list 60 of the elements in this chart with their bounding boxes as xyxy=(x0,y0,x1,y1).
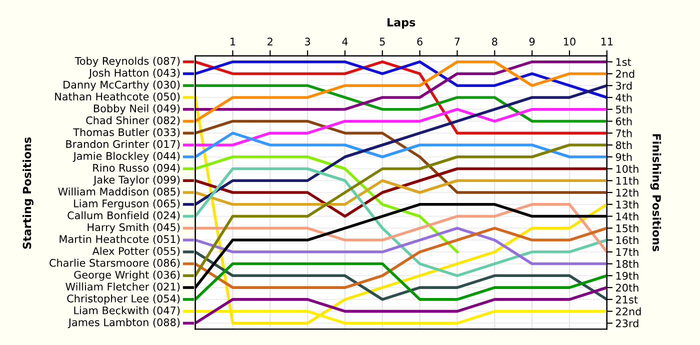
legend-label: Callum Bonfield (024) xyxy=(68,211,180,221)
x-tick-label: 1 xyxy=(230,38,236,46)
y2-tick-label: 11th xyxy=(616,176,638,185)
x-tick-label: 7 xyxy=(454,38,460,46)
y2-tick-label: 7th xyxy=(616,129,632,138)
y2-tick-label: 5th xyxy=(616,105,632,114)
x-tick-label: 11 xyxy=(601,38,613,46)
x-tick-label: 5 xyxy=(380,38,385,46)
y2-tick-label: 16th xyxy=(616,236,638,244)
y2-tick-label: 12th xyxy=(616,188,638,196)
y2-tick-label: 21st xyxy=(616,296,638,304)
y2-tick-label: 14th xyxy=(616,212,638,220)
legend-label: Liam Ferguson (065) xyxy=(74,199,180,210)
legend-label: James Lambton (088) xyxy=(68,318,180,328)
y2-tick-label: 13th xyxy=(616,200,638,208)
legend-label: Harry Smith (045) xyxy=(88,223,180,234)
y2-tick-label: 4th xyxy=(616,94,632,102)
legend-label: George Wright (036) xyxy=(74,270,180,281)
y2-tick-label: 20th xyxy=(616,284,638,292)
y2-tick-label: 3rd xyxy=(616,82,632,90)
legend-label: Charlie Starsmoore (086) xyxy=(50,258,180,268)
legend-label: Bobby Neil (049) xyxy=(94,104,180,114)
y2-tick-label: 17th xyxy=(616,248,638,256)
legend-label: Josh Hatton (043) xyxy=(88,68,180,79)
x-tick-label: 3 xyxy=(305,38,310,46)
y2-tick-label: 9th xyxy=(616,152,632,161)
legend-label: Toby Reynolds (087) xyxy=(74,56,180,67)
legend-label: William Fletcher (021) xyxy=(66,282,180,292)
y2-tick-label: 8th xyxy=(616,141,632,150)
legend-label: Christopher Lee (054) xyxy=(67,294,180,304)
legend-label: Chad Shiner (082) xyxy=(86,116,180,126)
y2-axis-title: Finishing Positions xyxy=(650,134,662,252)
legend-label: Nathan Heathcote (050) xyxy=(55,92,180,102)
x-tick-label: 4 xyxy=(342,38,348,46)
legend-label: Rino Russo (094) xyxy=(93,164,180,173)
legend-label: Danny McCarthy (030) xyxy=(64,80,180,91)
y2-tick-label: 18th xyxy=(616,260,638,268)
x-axis-title: Laps xyxy=(388,18,416,29)
x-tick-label: 6 xyxy=(417,38,422,46)
legend-label: Brandon Grinter (017) xyxy=(66,140,180,150)
y2-tick-label: 2nd xyxy=(616,70,634,78)
y2-tick-label: 15th xyxy=(616,224,638,232)
x-tick-label: 9 xyxy=(529,38,535,46)
x-tick-label: 10 xyxy=(564,38,576,46)
legend-label: Jamie Blockley (044) xyxy=(72,152,180,162)
legend-label: Liam Beckwith (047) xyxy=(74,306,180,316)
x-tick-label: 8 xyxy=(492,38,498,46)
y2-tick-label: 10th xyxy=(616,164,638,173)
y2-tick-label: 1st xyxy=(616,58,632,66)
y2-tick-label: 23rd xyxy=(616,319,638,328)
legend-label: William Maddison (085) xyxy=(58,187,180,197)
y2-tick-label: 22nd xyxy=(616,307,641,316)
text: Starting Positions xyxy=(22,137,34,249)
x-tick-label: 2 xyxy=(268,38,272,46)
legend-label: Thomas Butler (033) xyxy=(73,128,180,138)
legend-label: Martin Heathcote (051) xyxy=(60,234,180,244)
y2-tick-label: 19th xyxy=(616,272,638,280)
legend-label: Jake Taylor (099) xyxy=(93,176,180,186)
y2-tick-label: 6th xyxy=(616,117,632,126)
legend-label: Alex Potter (055) xyxy=(92,246,180,256)
